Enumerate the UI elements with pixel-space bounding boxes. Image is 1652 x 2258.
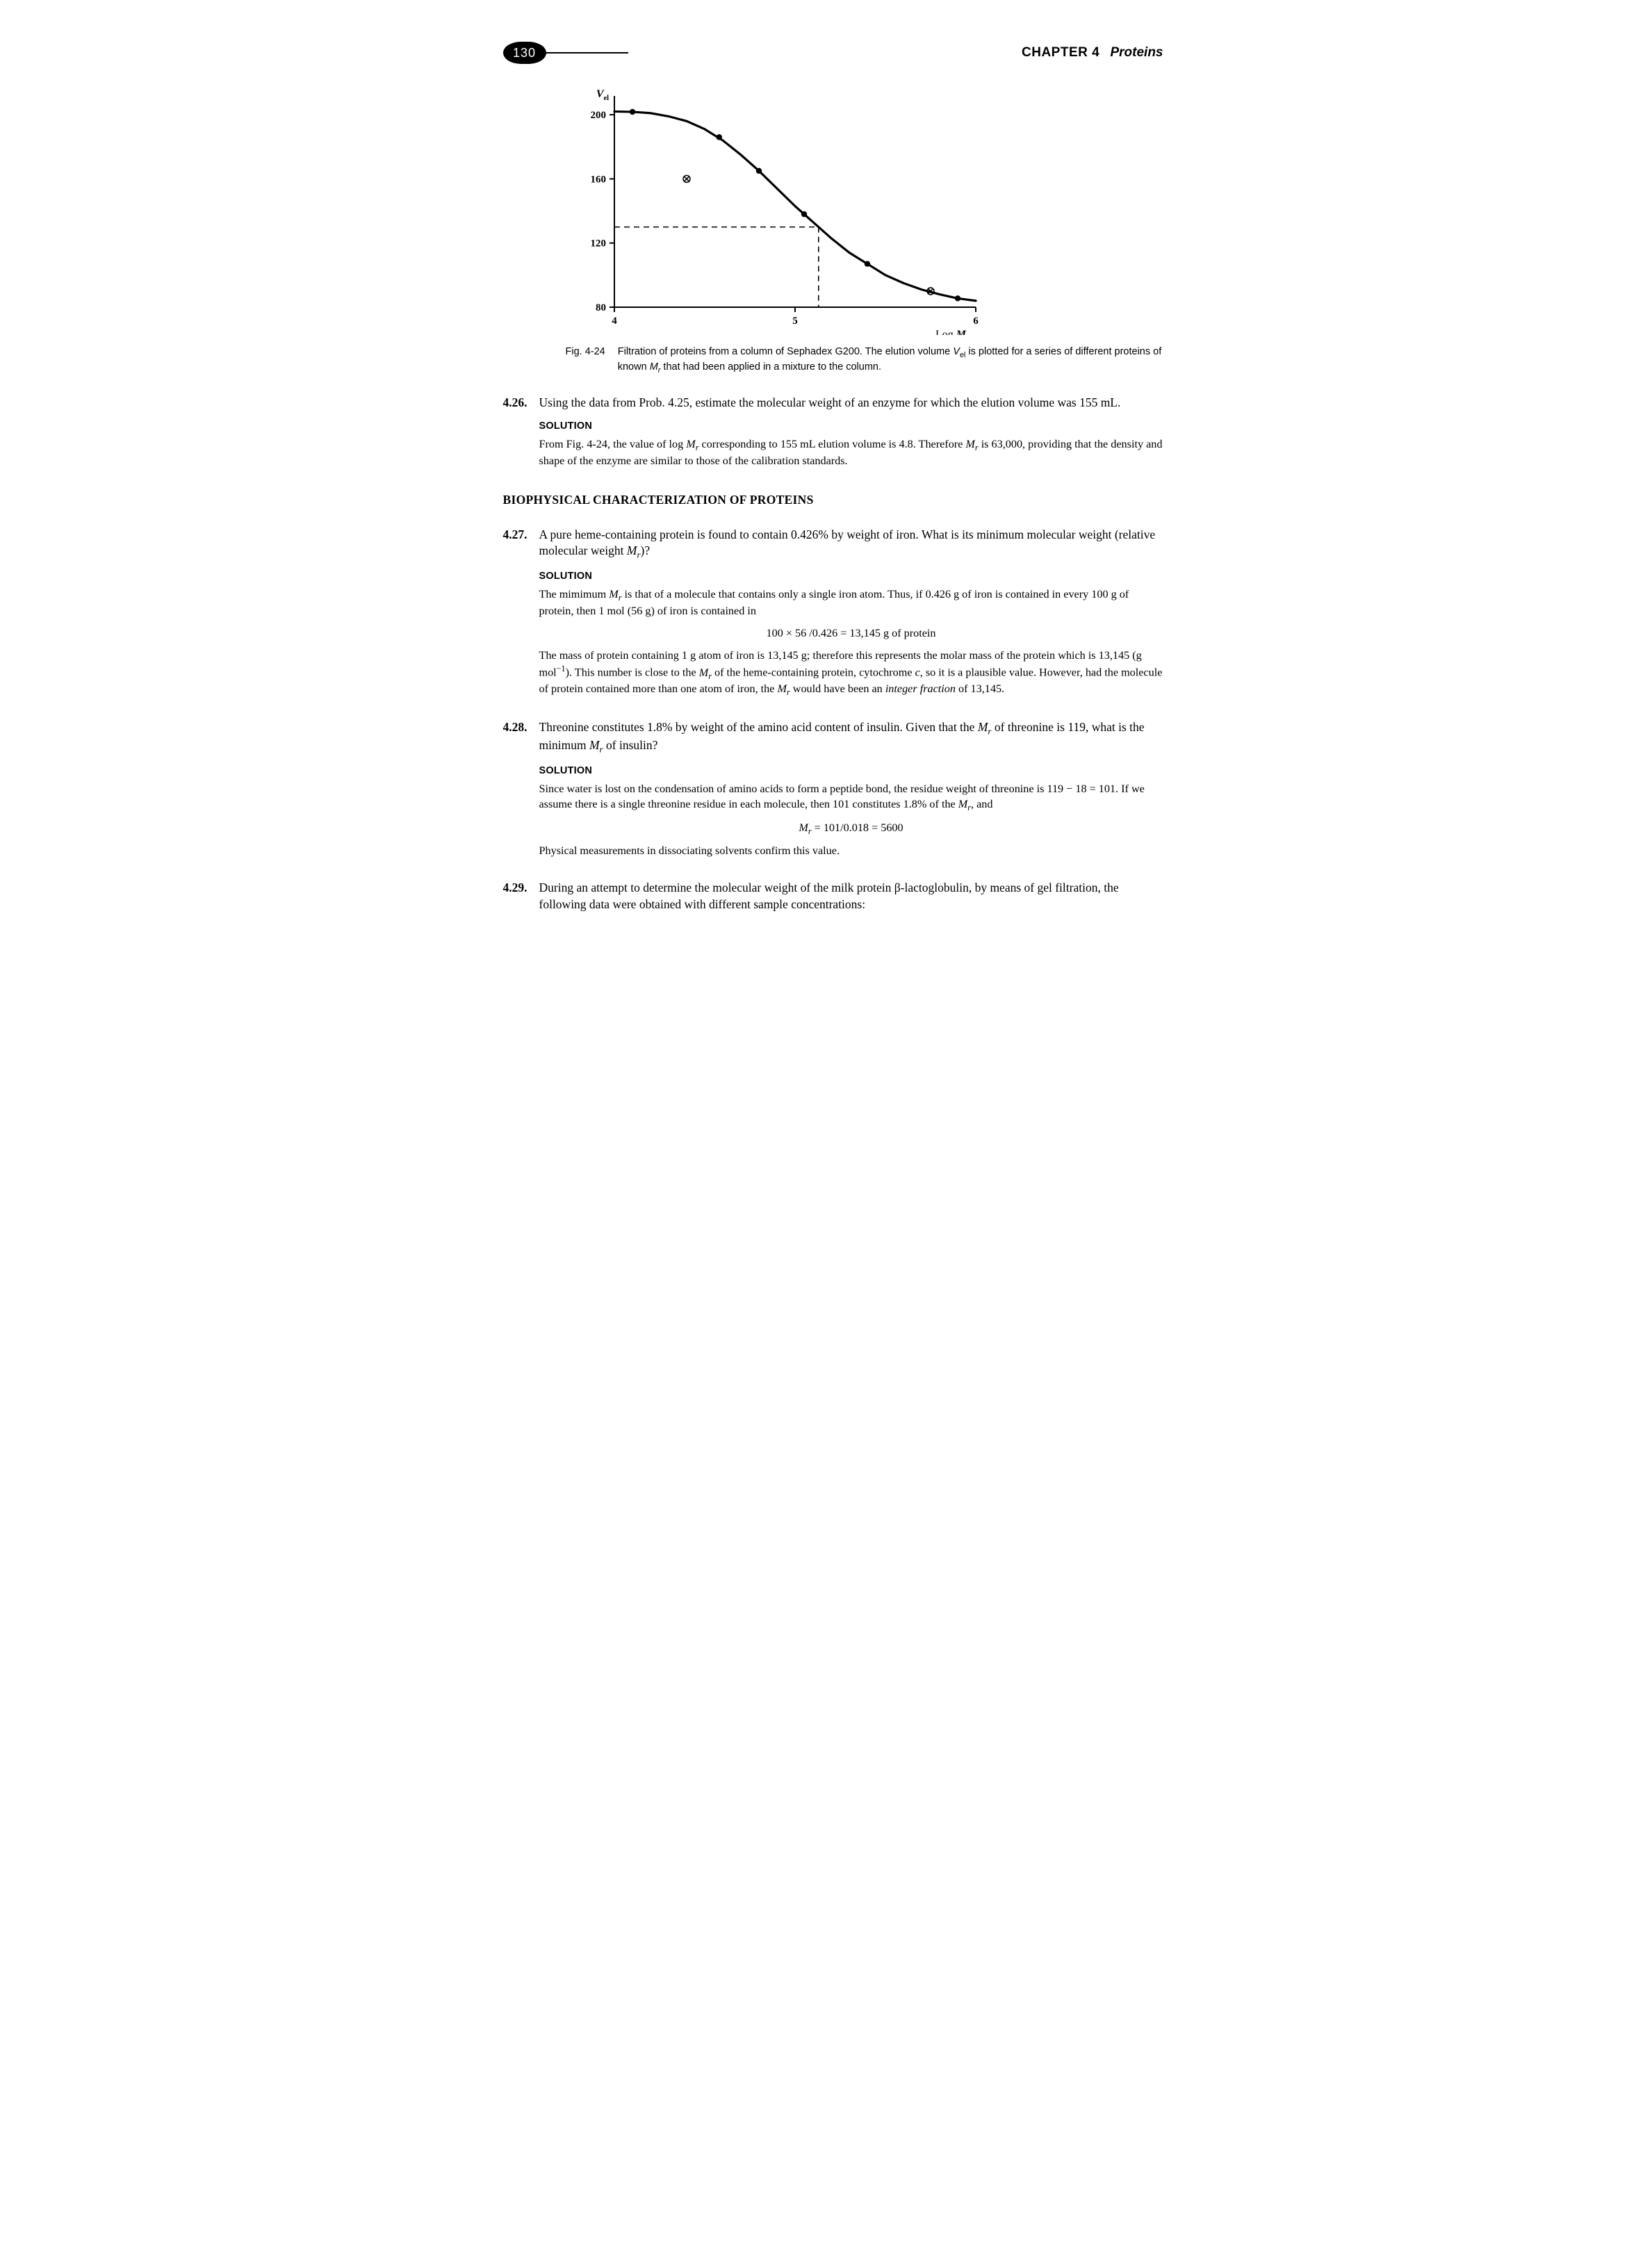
problem-number: 4.28. [503,719,539,860]
chapter-title: CHAPTER 4 Proteins [1022,45,1163,60]
svg-text:4: 4 [612,316,617,327]
section-heading: BIOPHYSICAL CHARACTERIZATION OF PROTEINS [503,493,1163,507]
svg-text:Log Mr: Log Mr [935,329,969,335]
svg-text:80: 80 [596,302,606,313]
solution-label: SOLUTION [539,420,1163,434]
solution-text: The mass of protein containing 1 g atom … [539,648,1163,699]
problem: 4.28.Threonine constitutes 1.8% by weigh… [503,719,1163,860]
solution-label: SOLUTION [539,570,1163,584]
figure-4-24: 80 120 160 200 4 5 6 Vel Log Mr Fig. 4-24 Filtra… [566,85,1163,375]
equation: Mr = 101/0.018 = 5600 [539,821,1163,837]
page-header: 130 CHAPTER 4 Proteins [503,42,1163,64]
problem-body: A pure heme-containing protein is found … [539,527,1163,700]
problem-4-26: 4.26. Using the data from Prob. 4.25, es… [503,395,1163,469]
equation: 100 × 56 /0.426 = 13,145 g of protein [539,626,1163,641]
svg-text:5: 5 [792,316,798,327]
svg-text:200: 200 [590,110,606,121]
svg-text:6: 6 [973,316,979,327]
problem-question: Using the data from Prob. 4.25, estimate… [539,395,1163,411]
chapter-label: CHAPTER 4 [1022,45,1099,60]
problem-question: During an attempt to determine the molec… [539,880,1163,913]
figure-number: Fig. 4-24 [566,345,605,375]
header-rule [545,52,628,54]
problem-question: A pure heme-containing protein is found … [539,527,1163,562]
svg-text:120: 120 [590,238,606,249]
page-number: 130 [503,42,546,64]
chapter-topic: Proteins [1110,45,1163,60]
solution-text: Since water is lost on the condensation … [539,782,1163,814]
problem-body: During an attempt to determine the molec… [539,880,1163,913]
solution-text: From Fig. 4-24, the value of log Mr corr… [539,437,1163,469]
svg-text:160: 160 [590,174,606,185]
problem-question: Threonine constitutes 1.8% by weight of … [539,719,1163,755]
problem-body: Threonine constitutes 1.8% by weight of … [539,719,1163,860]
filtration-chart: 80 120 160 200 4 5 6 Vel Log Mr [566,85,997,335]
page: 130 CHAPTER 4 Proteins 80 120 160 200 4 5 6 Vel… [434,0,1219,968]
problem: 4.29.During an attempt to determine the … [503,880,1163,913]
problem: 4.27.A pure heme-containing protein is f… [503,527,1163,700]
solution-label: SOLUTION [539,764,1163,778]
figure-caption: Fig. 4-24 Filtration of proteins from a … [566,345,1163,375]
problem-number: 4.29. [503,880,539,913]
problem-number: 4.26. [503,395,539,469]
svg-text:Vel: Vel [596,88,608,102]
problem-body: Using the data from Prob. 4.25, estimate… [539,395,1163,469]
solution-text: The mimimum Mr is that of a molecule tha… [539,587,1163,619]
page-number-badge: 130 [503,42,628,64]
problem-number: 4.27. [503,527,539,700]
solution-text: Physical measurements in dissociating so… [539,844,1163,859]
figure-caption-text: Filtration of proteins from a column of … [618,345,1163,375]
